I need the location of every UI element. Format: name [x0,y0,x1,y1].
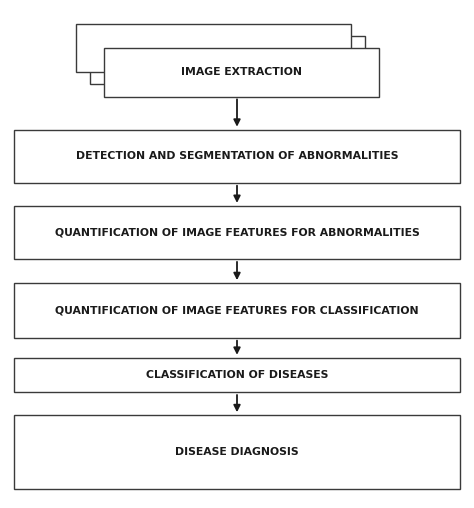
FancyBboxPatch shape [14,130,460,183]
FancyBboxPatch shape [14,206,460,259]
FancyBboxPatch shape [14,358,460,392]
FancyBboxPatch shape [76,24,351,72]
FancyBboxPatch shape [90,36,365,84]
Text: CLASSIFICATION OF DISEASES: CLASSIFICATION OF DISEASES [146,370,328,380]
Text: DISEASE DIAGNOSIS: DISEASE DIAGNOSIS [175,447,299,457]
Text: QUANTIFICATION OF IMAGE FEATURES FOR ABNORMALITIES: QUANTIFICATION OF IMAGE FEATURES FOR ABN… [55,228,419,237]
FancyBboxPatch shape [104,48,379,97]
Text: DETECTION AND SEGMENTATION OF ABNORMALITIES: DETECTION AND SEGMENTATION OF ABNORMALIT… [76,151,398,161]
FancyBboxPatch shape [14,283,460,338]
Text: QUANTIFICATION OF IMAGE FEATURES FOR CLASSIFICATION: QUANTIFICATION OF IMAGE FEATURES FOR CLA… [55,305,419,315]
Text: IMAGE EXTRACTION: IMAGE EXTRACTION [181,68,302,77]
FancyBboxPatch shape [14,415,460,489]
